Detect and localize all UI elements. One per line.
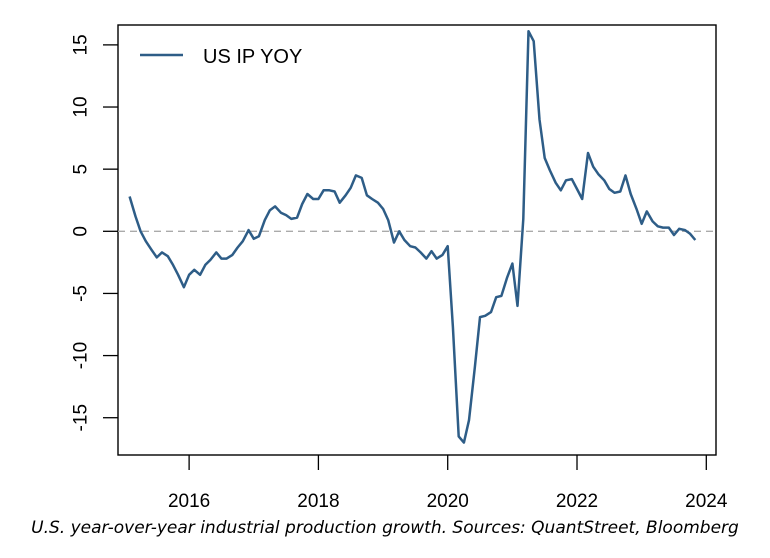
x-tick-label: 2016 — [168, 491, 210, 512]
y-tick-label: -10 — [71, 342, 92, 369]
plot-frame — [117, 24, 717, 456]
figure-caption: U.S. year-over-year industrial productio… — [31, 518, 739, 538]
y-tick-label: -15 — [71, 404, 92, 431]
x-axis: 2016 2018 2020 2022 2024 — [168, 455, 728, 512]
x-tick-label: 2018 — [297, 491, 339, 512]
y-axis: -15 -10 -5 0 5 10 15 — [71, 34, 118, 431]
x-tick-label: 2024 — [685, 491, 728, 512]
y-tick-label: 0 — [71, 226, 92, 237]
y-tick-label: 15 — [71, 34, 92, 55]
x-tick-label: 2020 — [427, 491, 469, 512]
legend: US IP YOY — [140, 46, 302, 68]
series-layer — [128, 29, 697, 444]
legend-label-us-ip-yoy: US IP YOY — [203, 46, 302, 68]
y-tick-label: 5 — [71, 164, 92, 175]
y-tick-label: 10 — [71, 96, 92, 117]
series-line-us-ip-yoy — [128, 29, 697, 444]
y-tick-label: -5 — [71, 285, 92, 302]
x-tick-label: 2022 — [556, 491, 598, 512]
